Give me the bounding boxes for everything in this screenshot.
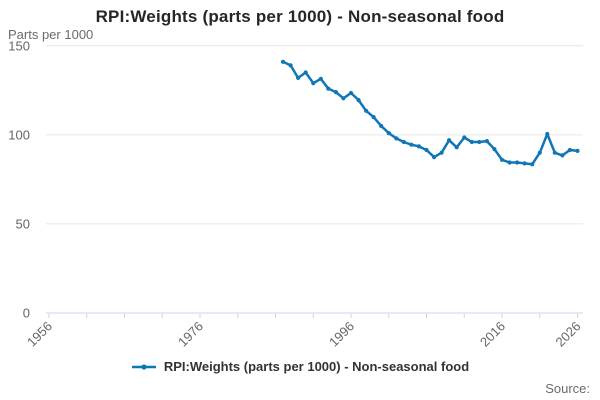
data-point-marker[interactable] — [394, 136, 399, 141]
legend-item[interactable]: RPI:Weights (parts per 1000) - Non-seaso… — [0, 359, 600, 374]
data-point-marker[interactable] — [432, 155, 437, 160]
data-point-marker[interactable] — [522, 161, 527, 166]
data-point-marker[interactable] — [552, 150, 557, 155]
data-point-marker[interactable] — [333, 90, 338, 95]
y-tick-label: 50 — [16, 216, 30, 231]
data-point-marker[interactable] — [401, 139, 406, 145]
y-tick-label: 0 — [23, 306, 30, 321]
data-point-marker[interactable] — [462, 135, 467, 140]
legend-series-marker-icon — [131, 363, 156, 370]
data-point-marker[interactable] — [280, 59, 286, 64]
data-point-marker[interactable] — [386, 131, 391, 136]
y-tick-label: 150 — [8, 38, 30, 53]
x-tick-label: 1976 — [175, 319, 206, 350]
source-label: Source: — [545, 381, 590, 396]
data-point-marker[interactable] — [341, 96, 346, 101]
data-point-marker[interactable] — [454, 145, 459, 150]
data-point-marker[interactable] — [567, 147, 573, 153]
data-point-marker[interactable] — [296, 75, 301, 80]
x-tick-label: 2026 — [553, 319, 584, 350]
data-point-marker[interactable] — [326, 86, 331, 91]
x-tick-label: 1956 — [24, 319, 55, 350]
y-tick-label: 100 — [8, 127, 30, 142]
data-point-marker[interactable] — [311, 81, 316, 86]
chart-title: RPI:Weights (parts per 1000) - Non-seaso… — [95, 7, 505, 26]
data-point-marker[interactable] — [545, 131, 550, 137]
data-point-marker[interactable] — [484, 139, 489, 144]
data-point-marker[interactable] — [530, 162, 535, 167]
data-point-marker[interactable] — [371, 115, 376, 120]
data-point-marker[interactable] — [469, 139, 474, 145]
data-point-marker[interactable] — [537, 150, 542, 155]
data-point-marker[interactable] — [409, 142, 414, 147]
data-point-marker[interactable] — [288, 63, 293, 68]
series-line[interactable] — [281, 60, 579, 166]
data-point-marker[interactable] — [477, 139, 482, 145]
data-point-marker[interactable] — [356, 98, 361, 103]
y-axis-unit-label: Parts per 1000 — [8, 27, 94, 42]
data-point-marker[interactable] — [424, 147, 429, 153]
data-point-marker[interactable] — [364, 108, 369, 113]
x-tick-label: 2016 — [477, 319, 508, 350]
data-point-marker[interactable] — [318, 76, 323, 81]
legend-series-label: RPI:Weights (parts per 1000) - Non-seaso… — [163, 359, 470, 374]
chart-canvas[interactable]: 0 50 100 150 1956 1976 1996 2016 2026 — [0, 0, 600, 356]
data-point-marker[interactable] — [447, 138, 452, 143]
data-point-marker[interactable] — [379, 123, 384, 129]
data-point-marker[interactable] — [439, 150, 444, 155]
data-point-marker[interactable] — [560, 153, 565, 158]
data-point-marker[interactable] — [499, 157, 505, 162]
data-point-marker[interactable] — [515, 160, 520, 165]
data-point-marker[interactable] — [348, 90, 354, 96]
x-tick-label: 1996 — [326, 319, 357, 350]
data-point-marker[interactable] — [303, 70, 308, 75]
data-point-marker[interactable] — [492, 147, 497, 152]
data-point-marker[interactable] — [507, 160, 512, 165]
data-point-marker[interactable] — [416, 144, 421, 149]
data-point-marker[interactable] — [575, 148, 580, 153]
